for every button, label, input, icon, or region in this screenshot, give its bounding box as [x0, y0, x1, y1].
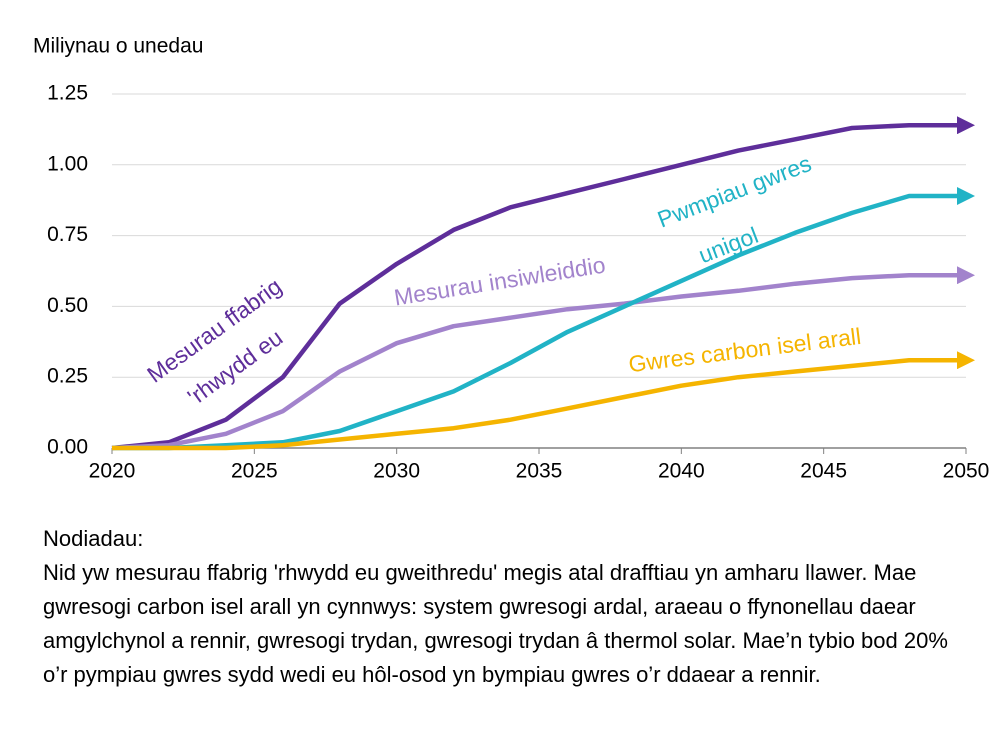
x-tick-label: 2045	[800, 460, 847, 483]
y-tick-label: 0.50	[47, 294, 88, 317]
series-label: Pwmpiau gwres unigol	[654, 148, 838, 278]
notes-title: Nodiadau:	[43, 526, 144, 551]
x-tick-label: 2050	[943, 460, 990, 483]
x-tick-label: 2040	[658, 460, 705, 483]
series-line	[111, 266, 975, 451]
x-tick-label: 2030	[373, 460, 420, 483]
series-line	[112, 351, 975, 451]
x-tick-label: 2020	[89, 460, 136, 483]
series-line	[112, 187, 975, 451]
series-label-line: Pwmpiau gwres	[654, 148, 821, 233]
x-tick-label: 2025	[231, 460, 278, 483]
series-label: Mesurau insiwleiddio	[392, 252, 607, 311]
y-tick-label: 0.00	[47, 436, 88, 459]
x-tick-label: 2035	[516, 460, 563, 483]
chart: Miliynau o unedau 0.00 0.25 0.50 0.75 1.00 1.…	[33, 35, 990, 483]
y-axis-label: Miliynau o unedau	[33, 35, 203, 58]
series-line	[111, 116, 975, 451]
y-tick-label: 1.25	[47, 82, 88, 105]
notes: Nodiadau: Nid yw mesurau ffabrig 'rhwydd…	[43, 522, 978, 692]
series-label-line: Mesurau insiwleiddio	[392, 252, 607, 311]
y-tick-label: 0.25	[47, 365, 88, 388]
series-label: Mesurau ffabrig 'rhwydd eu	[142, 269, 316, 421]
notes-text: Nid yw mesurau ffabrig 'rhwydd eu gweith…	[43, 560, 948, 687]
y-tick-label: 1.00	[47, 152, 88, 175]
y-tick-label: 0.75	[47, 223, 88, 246]
